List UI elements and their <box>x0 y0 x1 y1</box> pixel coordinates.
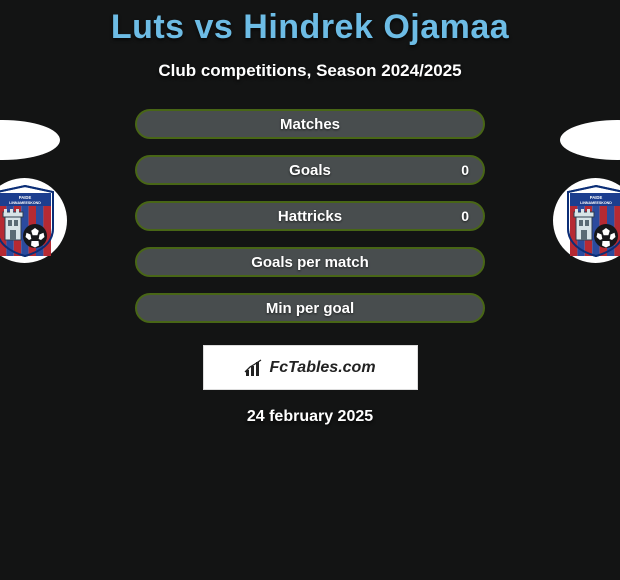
stat-value-right: 0 <box>461 162 469 178</box>
club-badge-left: PAIDE LINNAMEESKOND <box>0 178 67 263</box>
svg-text:LINNAMEESKOND: LINNAMEESKOND <box>9 201 41 205</box>
stat-row-matches: Matches <box>135 109 485 139</box>
stat-row-goals: Goals 0 <box>135 155 485 185</box>
stat-row-min-per-goal: Min per goal <box>135 293 485 323</box>
shield-icon: PAIDE LINNAMEESKOND <box>564 184 620 258</box>
stat-label: Min per goal <box>266 300 354 317</box>
player-oval-right <box>560 120 620 160</box>
player-oval-left <box>0 120 60 160</box>
stat-value-right: 0 <box>461 208 469 224</box>
subtitle: Club competitions, Season 2024/2025 <box>0 61 620 81</box>
date-label: 24 february 2025 <box>0 408 620 426</box>
stat-label: Goals <box>289 162 331 179</box>
svg-text:PAIDE: PAIDE <box>18 195 31 200</box>
bar-chart-icon <box>244 358 264 378</box>
logo-text: FcTables.com <box>269 359 375 377</box>
svg-text:LINNAMEESKOND: LINNAMEESKOND <box>580 201 612 205</box>
stat-label: Matches <box>280 116 340 133</box>
svg-text:PAIDE: PAIDE <box>589 195 602 200</box>
club-badge-right: PAIDE LINNAMEESKOND <box>553 178 620 263</box>
shield-icon: PAIDE LINNAMEESKOND <box>0 184 57 258</box>
page-title: Luts vs Hindrek Ojamaa <box>0 8 620 47</box>
stat-row-goals-per-match: Goals per match <box>135 247 485 277</box>
stat-row-hattricks: Hattricks 0 <box>135 201 485 231</box>
fctables-logo[interactable]: FcTables.com <box>203 345 418 390</box>
stat-label: Hattricks <box>278 208 342 225</box>
stats-container: Matches Goals 0 Hattricks 0 Goals per ma… <box>135 109 485 323</box>
stat-label: Goals per match <box>251 254 369 271</box>
